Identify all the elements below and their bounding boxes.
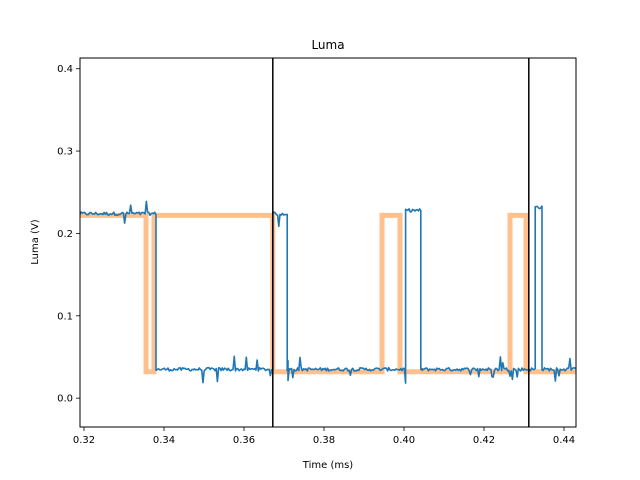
y-tick-label: 0.4 — [57, 64, 73, 75]
y-axis-ticks: 0.0 0.1 0.2 0.3 0.4 — [57, 64, 80, 405]
y-tick-label: 0.1 — [57, 311, 73, 322]
y-axis-label: Luma (V) — [30, 219, 41, 265]
vertical-marker-lines — [272, 58, 530, 427]
x-tick-label: 0.38 — [313, 435, 335, 446]
x-tick-label: 0.32 — [73, 435, 95, 446]
x-tick-label: 0.34 — [153, 435, 175, 446]
x-tick-label: 0.40 — [393, 435, 415, 446]
expected-luma-line — [80, 212, 576, 375]
plot-frame — [79, 57, 577, 428]
y-tick-label: 0.3 — [57, 147, 73, 158]
measured-luma-line — [80, 200, 576, 384]
plot-lines — [80, 200, 576, 384]
y-tick-label: 0.0 — [57, 394, 73, 405]
y-tick-label: 0.2 — [57, 229, 73, 240]
x-tick-label: 0.42 — [473, 435, 495, 446]
x-tick-label: 0.36 — [233, 435, 255, 446]
x-axis-ticks: 0.32 0.34 0.36 0.38 0.40 0.42 0.44 — [73, 427, 575, 446]
chart-title: Luma — [311, 38, 344, 52]
x-axis-label: Time (ms) — [302, 460, 354, 471]
x-tick-label: 0.44 — [553, 435, 575, 446]
